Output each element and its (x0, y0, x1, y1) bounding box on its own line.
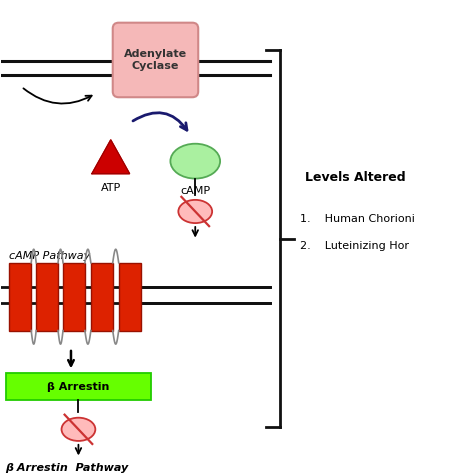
Ellipse shape (170, 144, 220, 179)
Ellipse shape (178, 200, 212, 223)
Text: cAMP: cAMP (180, 186, 210, 196)
Bar (118, 263, 141, 330)
Text: 2.    Luteinizing Hor: 2. Luteinizing Hor (300, 241, 409, 252)
Ellipse shape (62, 418, 95, 441)
Bar (9, 263, 31, 330)
Bar (63, 263, 85, 330)
Bar (36, 263, 58, 330)
Bar (6, 373, 151, 400)
Text: β Arrestin  Pathway: β Arrestin Pathway (5, 463, 128, 473)
Bar (91, 263, 113, 330)
Text: Levels Altered: Levels Altered (305, 171, 405, 184)
Polygon shape (92, 140, 129, 174)
Text: cAMP Pathway: cAMP Pathway (9, 251, 91, 261)
Text: 1.    Human Chorioni: 1. Human Chorioni (300, 214, 414, 224)
FancyBboxPatch shape (113, 23, 198, 97)
Text: β Arrestin: β Arrestin (47, 382, 109, 392)
Text: ATP: ATP (100, 183, 121, 193)
Text: Adenylate
Cyclase: Adenylate Cyclase (124, 49, 187, 71)
